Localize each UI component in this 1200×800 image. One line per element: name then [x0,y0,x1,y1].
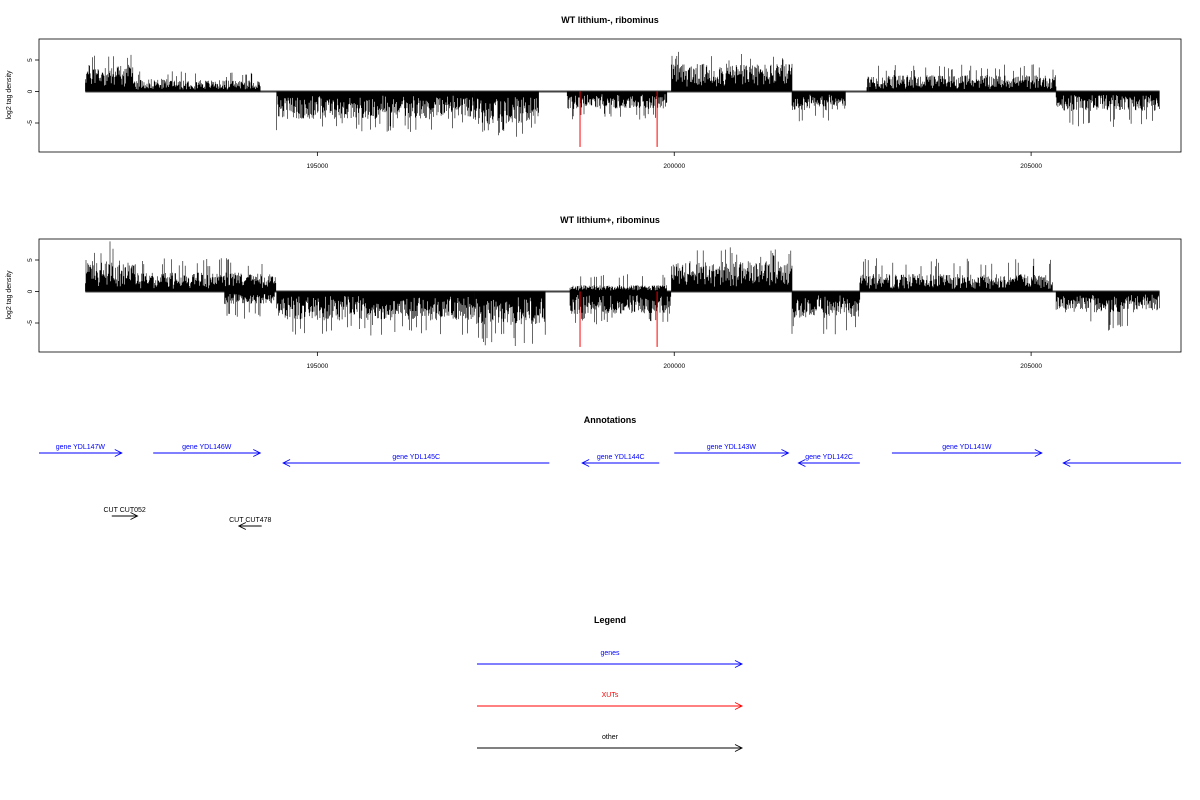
density-bar-segment [566,91,668,120]
annotation-genes-feature: gene YDL142C [797,454,860,467]
feature-label: CUT CUT052 [104,507,146,514]
annotation-genes-feature: gene YDL146W [153,444,262,457]
annotations-title: Annotations [584,415,637,425]
panel-lithium-plus: WT lithium+, ribominus 195000 200000 20500… [6,215,1182,370]
feature-label: CUT CUT478 [229,517,271,524]
feature-label: gene YDL145C [392,454,440,461]
annotation-other-feature: CUT CUT052 [104,507,146,520]
density-bar-segment [224,291,275,319]
annotation-genes-feature [1062,459,1181,467]
density-bar-segment [866,64,1057,92]
feature-label: gene YDL146W [182,444,232,451]
annotations-panel: Annotations gene YDL147W gene YDL146Wgene… [39,415,1181,530]
panel-title: WT lithium-, ribominus [561,15,659,25]
xut-markers [579,91,658,147]
density-bar-segment [276,91,475,132]
feature-label: gene YDL147W [56,444,106,451]
annotation-features: gene YDL147W gene YDL146W gene YDL145C gene… [39,444,1181,530]
arrowhead-icon [282,459,291,467]
y-axis-label: log2 tag density [6,270,13,320]
y-tick-label: 0 [27,289,34,293]
y-tick-label: 5 [27,258,34,262]
legend-label: other [602,734,619,741]
legend-label: XUTs [602,692,619,699]
y-tick-label: 5 [27,58,34,62]
arrowhead-icon [734,744,744,752]
arrowhead-icon [114,449,123,457]
feature-label: gene YDL142C [805,454,853,461]
density-bar-segment [1055,91,1160,127]
density-bar-segment [569,291,672,325]
y-tick-label: -5 [27,320,34,326]
plot-frame [38,38,1182,153]
density-bars [85,51,1160,137]
annotation-genes-feature: gene YDL143W [674,444,790,457]
arrowhead-icon [1034,449,1043,457]
y-axis: -5 0 5 [27,58,39,126]
x-axis: 195000 200000 205000 [307,152,1042,170]
arrowhead-icon [253,449,262,457]
arrowhead-icon [734,660,744,668]
x-tick-label: 200000 [663,363,685,370]
density-bar-segment [202,72,261,92]
feature-label: gene YDL141W [942,444,992,451]
density-bar-segment [791,291,861,335]
x-tick-label: 205000 [1020,163,1042,170]
y-tick-label: 0 [27,89,34,93]
plot-frame [38,238,1182,353]
arrowhead-icon [130,512,139,520]
density-bar-segment [1055,291,1160,331]
density-bar-segment [132,71,204,92]
density-bar-segment [276,291,475,336]
density-bar-segment [474,91,539,137]
arrowhead-icon [734,702,744,710]
legend-item-genes: genes [477,650,744,668]
panel-title: WT lithium+, ribominus [560,215,660,225]
xut-markers [579,291,658,347]
x-tick-label: 205000 [1020,363,1042,370]
density-bar-segment [85,241,136,292]
legend-label: genes [600,650,620,657]
x-tick-label: 200000 [663,163,685,170]
arrowhead-icon [781,449,790,457]
y-tick-label: -5 [27,120,34,126]
density-bar-segment [474,291,546,346]
density-bar-segment [791,91,846,122]
panel-lithium-minus: WT lithium-, ribominus 195000 200000 20500… [6,15,1182,170]
feature-label: gene YDL143W [707,444,757,451]
y-axis-label: log2 tag density [6,70,13,120]
x-tick-label: 195000 [307,163,329,170]
density-bars [85,241,1160,346]
density-bar-segment [85,54,134,92]
density-bar-segment [671,247,793,292]
arrowhead-icon [237,522,247,530]
legend-title: Legend [594,615,626,625]
density-bar-segment [671,51,793,92]
x-axis: 195000 200000 205000 [307,352,1042,370]
annotation-genes-feature: gene YDL147W [39,444,123,457]
feature-label: gene YDL144C [597,454,645,461]
arrowhead-icon [581,459,590,467]
density-bar-segment [135,258,277,292]
density-bar-segment [859,258,1053,292]
annotation-genes-feature: gene YDL144C [581,454,660,467]
legend-item-other: other [477,734,744,752]
annotation-genes-feature: gene YDL145C [282,454,550,467]
legend-item-xuts: XUTs [477,692,744,710]
arrowhead-icon [797,459,806,467]
legend-items: genes XUTs other [477,650,744,752]
x-tick-label: 195000 [307,363,329,370]
y-axis: -5 0 5 [27,258,39,326]
arrowhead-icon [1062,459,1071,467]
annotation-other-feature: CUT CUT478 [229,517,272,530]
density-bar-segment [569,274,667,292]
annotation-genes-feature: gene YDL141W [891,444,1043,457]
legend: Legend genes XUTs other [477,615,744,752]
